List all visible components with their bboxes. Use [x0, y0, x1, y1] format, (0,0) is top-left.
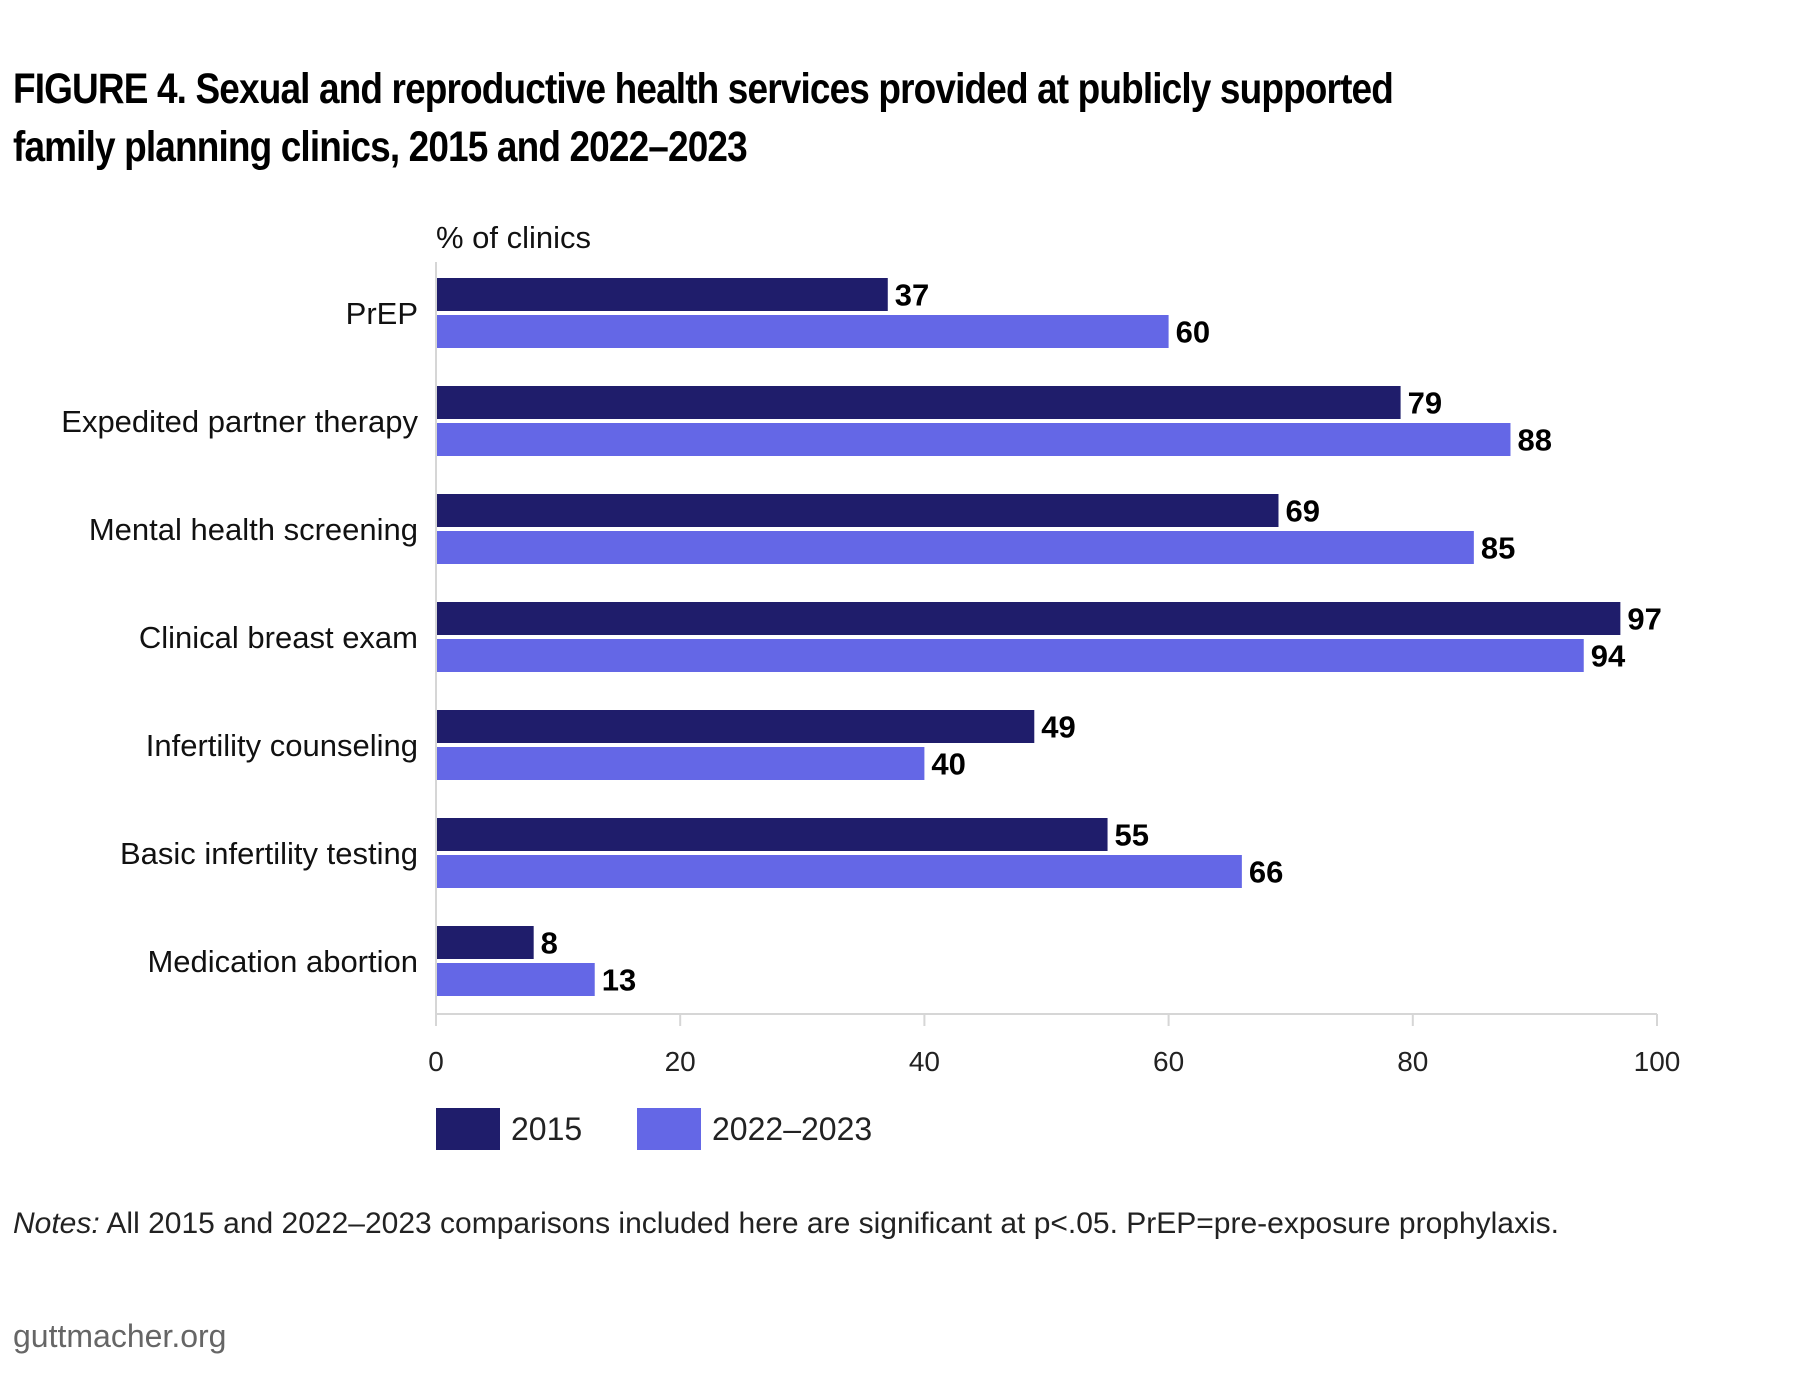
source-credit: guttmacher.org — [13, 1318, 227, 1354]
bar-series-2 — [436, 639, 1584, 672]
data-label: 79 — [1408, 386, 1442, 421]
bar-series-1 — [436, 494, 1279, 527]
bar-series-1 — [436, 926, 534, 959]
bar-series-1 — [436, 818, 1108, 851]
category-label: Mental health screening — [89, 512, 418, 547]
bar-series-1 — [436, 710, 1035, 743]
data-label: 88 — [1517, 423, 1551, 458]
data-label: 97 — [1627, 602, 1661, 637]
bar-series-1 — [436, 386, 1401, 419]
data-label: 8 — [541, 926, 558, 961]
data-label: 69 — [1285, 494, 1319, 529]
x-tick-label: 20 — [665, 1046, 696, 1077]
legend-label: 2015 — [511, 1111, 582, 1147]
data-label: 40 — [931, 747, 965, 782]
x-tick-label: 60 — [1153, 1046, 1184, 1077]
category-label: PrEP — [346, 296, 418, 331]
chart-title: FIGURE 4. Sexual and reproductive health… — [13, 65, 1394, 171]
legend-swatch — [436, 1108, 500, 1150]
data-label: 37 — [895, 278, 929, 313]
category-label: Infertility counseling — [146, 728, 418, 763]
data-label: 60 — [1176, 315, 1210, 350]
x-tick-label: 0 — [428, 1046, 444, 1077]
data-label: 94 — [1591, 639, 1626, 674]
data-label: 13 — [602, 963, 636, 998]
bar-series-2 — [436, 423, 1511, 456]
axis-unit-label: % of clinics — [436, 220, 591, 255]
data-label: 49 — [1041, 710, 1075, 745]
data-label: 85 — [1481, 531, 1515, 566]
data-label: 66 — [1249, 855, 1283, 890]
bar-series-2 — [436, 963, 595, 996]
legend-label: 2022–2023 — [712, 1111, 872, 1147]
x-tick-label: 100 — [1634, 1046, 1681, 1077]
category-label: Basic infertility testing — [120, 836, 418, 871]
chart-notes: Notes: All 2015 and 2022–2023 comparison… — [13, 1207, 1773, 1241]
x-tick-label: 40 — [909, 1046, 940, 1077]
category-label: Clinical breast exam — [139, 620, 418, 655]
category-label: Expedited partner therapy — [61, 404, 418, 439]
bar-series-2 — [436, 315, 1169, 348]
category-label: Medication abortion — [147, 944, 418, 979]
notes-text: All 2015 and 2022–2023 comparisons inclu… — [99, 1207, 1559, 1240]
bar-series-1 — [436, 602, 1621, 635]
x-tick-label: 80 — [1397, 1046, 1428, 1077]
data-label: 55 — [1115, 818, 1149, 853]
bar-series-2 — [436, 747, 925, 780]
bar-series-1 — [436, 278, 888, 311]
legend-swatch — [637, 1108, 701, 1150]
notes-label: Notes: — [13, 1207, 100, 1240]
bar-series-2 — [436, 531, 1474, 564]
bar-series-2 — [436, 855, 1242, 888]
